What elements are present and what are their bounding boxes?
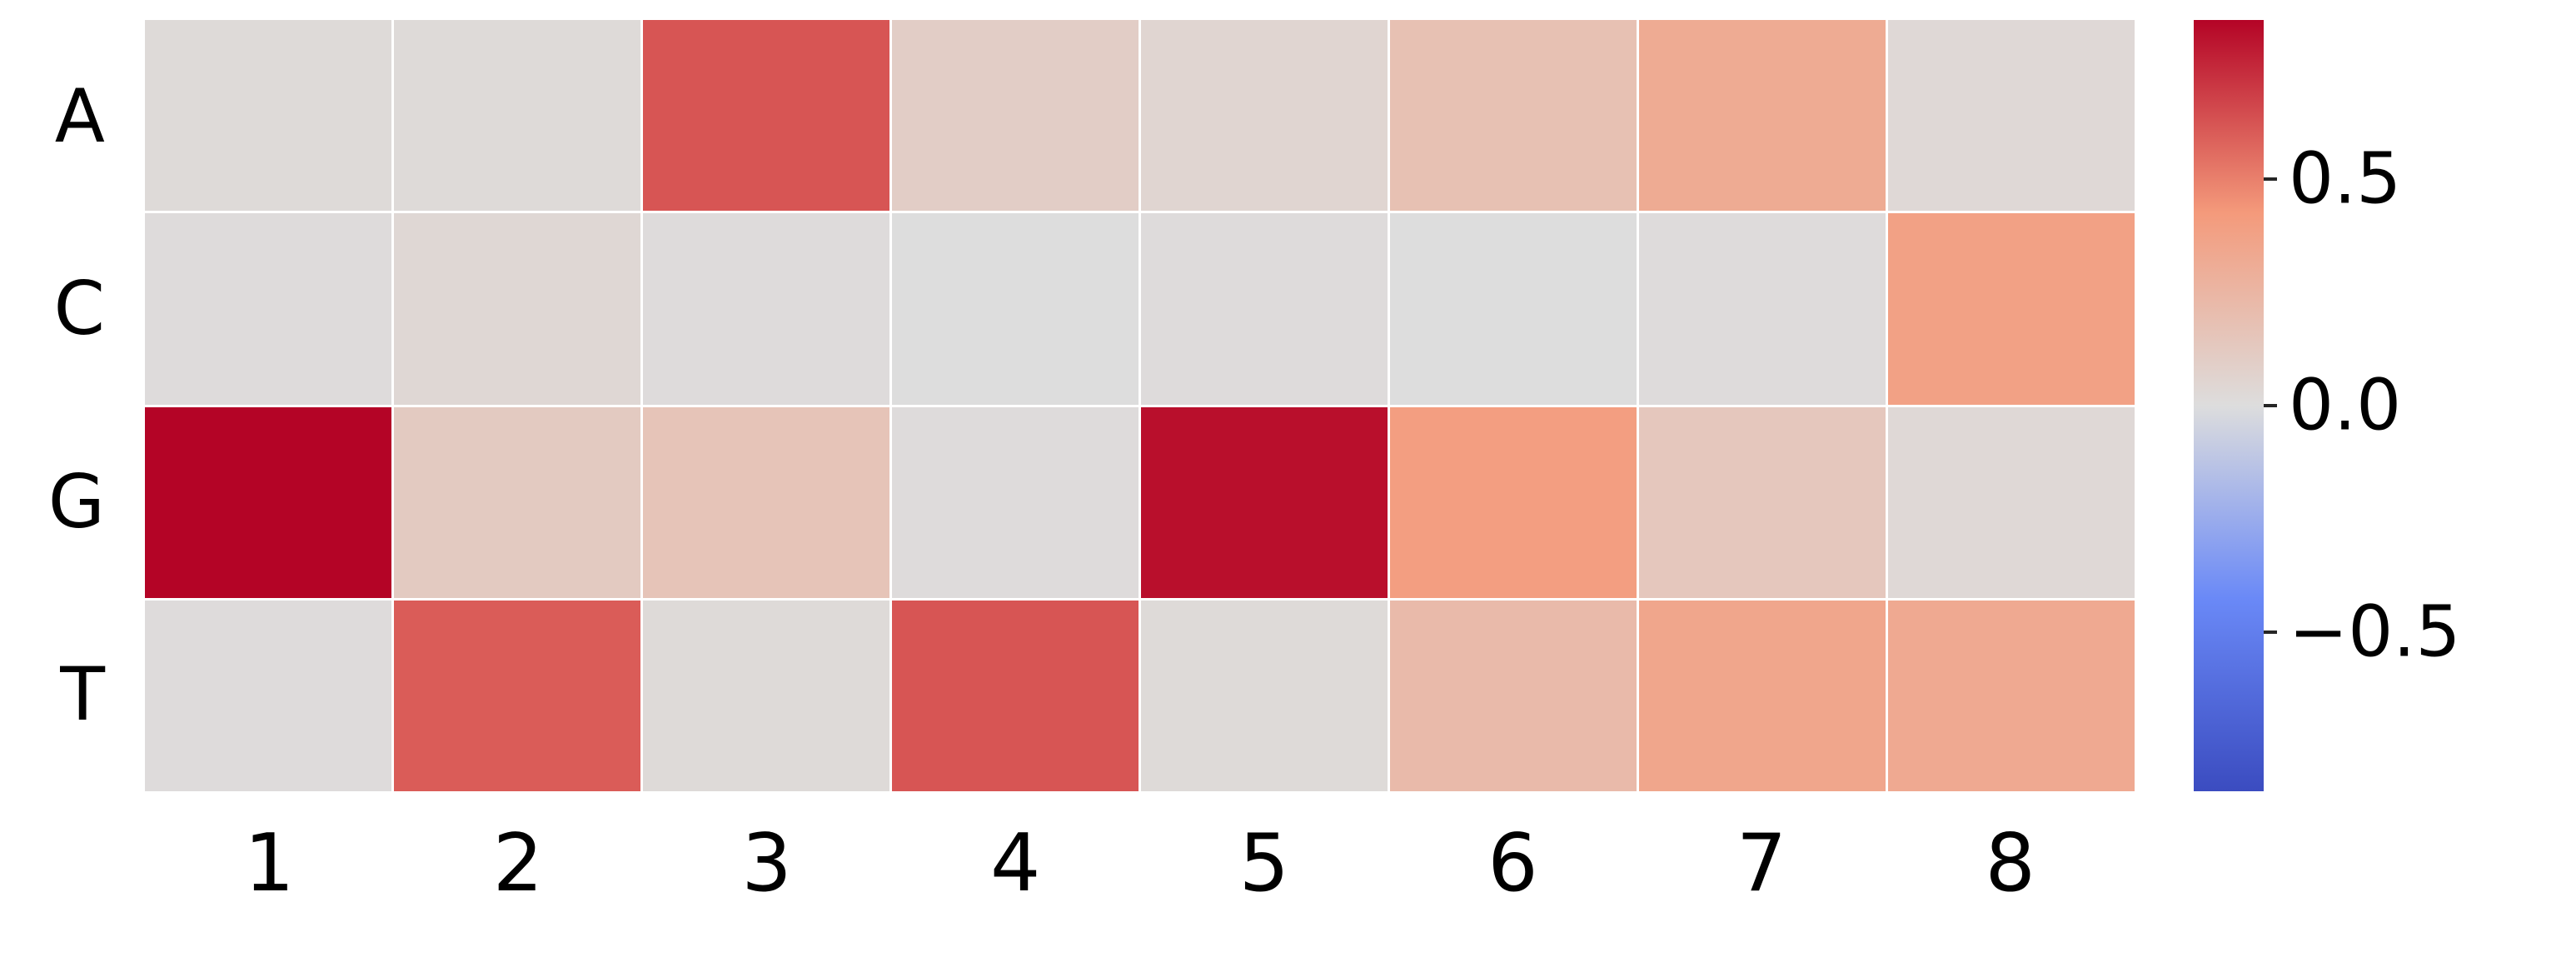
- heatmap-cell-T8: [1888, 600, 2135, 791]
- x-tick-label-4: 4: [989, 817, 1041, 910]
- x-tick-label-2: 2: [492, 817, 544, 910]
- colorbar: [2194, 20, 2264, 791]
- heatmap-cell-C2: [394, 213, 640, 405]
- heatmap-cell-C3: [643, 213, 889, 405]
- y-tick-label-C: C: [53, 266, 105, 352]
- heatmap-cell-A4: [892, 20, 1139, 212]
- colorbar-tick-label--0.5: −0.5: [2289, 591, 2461, 674]
- x-tick-label-7: 7: [1736, 817, 1787, 910]
- x-tick-label-3: 3: [741, 817, 792, 910]
- heatmap-cell-T7: [1639, 600, 1886, 791]
- heatmap-cell-G8: [1888, 406, 2135, 598]
- heatmap-cell-C8: [1888, 213, 2135, 405]
- heatmap-cell-G5: [1141, 406, 1388, 598]
- heatmap-cell-T6: [1390, 600, 1637, 791]
- heatmap-cell-T4: [892, 600, 1139, 791]
- x-tick-label-1: 1: [244, 817, 295, 910]
- heatmap-cell-A3: [643, 20, 889, 212]
- heatmap-cell-G6: [1390, 406, 1637, 598]
- heatmap-cell-G2: [394, 406, 640, 598]
- y-tick-label-G: G: [47, 458, 105, 545]
- colorbar-tick-label-0: 0.0: [2289, 364, 2402, 447]
- heatmap-cell-G3: [643, 406, 889, 598]
- x-axis-labels: 1 2 3 4 5 6 7 8: [145, 801, 2135, 926]
- heatmap-cell-T2: [394, 600, 640, 791]
- heatmap-cell-C7: [1639, 213, 1886, 405]
- heatmap-grid: [145, 20, 2135, 791]
- heatmap-cell-A6: [1390, 20, 1637, 212]
- heatmap-cell-A5: [1141, 20, 1388, 212]
- colorbar-tick-mark--0.5: [2264, 631, 2277, 635]
- heatmap-cell-A7: [1639, 20, 1886, 212]
- heatmap-cell-G1: [145, 406, 391, 598]
- heatmap-cell-C6: [1390, 213, 1637, 405]
- x-tick-label-5: 5: [1238, 817, 1290, 910]
- heatmap-cell-T5: [1141, 600, 1388, 791]
- y-axis-labels: A C G T: [0, 20, 133, 791]
- heatmap-cell-T1: [145, 600, 391, 791]
- heatmap-cell-A8: [1888, 20, 2135, 212]
- x-tick-label-6: 6: [1487, 817, 1538, 910]
- colorbar-tick-mark-0.5: [2264, 177, 2277, 181]
- heatmap-cell-G4: [892, 406, 1139, 598]
- heatmap-cell-C5: [1141, 213, 1388, 405]
- heatmap-cell-G7: [1639, 406, 1886, 598]
- heatmap-cell-T3: [643, 600, 889, 791]
- heatmap-cell-C4: [892, 213, 1139, 405]
- x-tick-label-8: 8: [1985, 817, 2035, 910]
- colorbar-tick-label-0.5: 0.5: [2289, 137, 2402, 221]
- colorbar-tick-mark-0: [2264, 404, 2277, 407]
- heatmap-cell-A2: [394, 20, 640, 212]
- heatmap-cell-A1: [145, 20, 391, 212]
- y-tick-label-A: A: [54, 72, 105, 159]
- y-tick-label-T: T: [60, 651, 105, 738]
- heatmap-cell-C1: [145, 213, 391, 405]
